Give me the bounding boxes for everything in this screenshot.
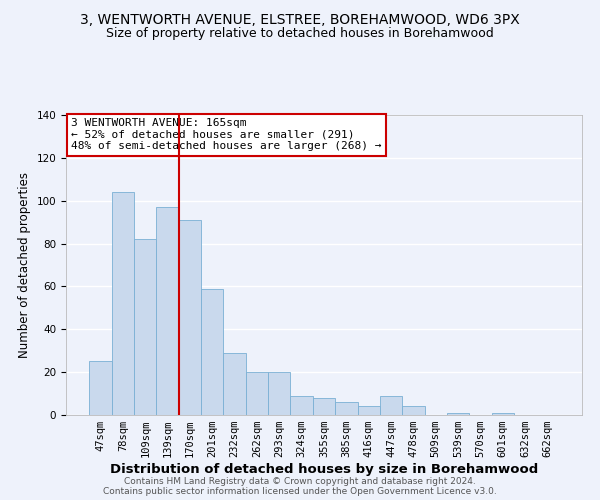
Bar: [402, 406, 425, 415]
Bar: [380, 396, 402, 415]
Bar: [268, 372, 290, 415]
Text: Contains HM Land Registry data © Crown copyright and database right 2024.: Contains HM Land Registry data © Crown c…: [124, 478, 476, 486]
Bar: [491, 413, 514, 415]
Bar: [447, 413, 469, 415]
Bar: [223, 353, 246, 415]
Bar: [112, 192, 134, 415]
Bar: [201, 288, 223, 415]
Bar: [335, 402, 358, 415]
Bar: [313, 398, 335, 415]
Y-axis label: Number of detached properties: Number of detached properties: [18, 172, 31, 358]
Bar: [358, 406, 380, 415]
Text: Size of property relative to detached houses in Borehamwood: Size of property relative to detached ho…: [106, 28, 494, 40]
Text: Contains public sector information licensed under the Open Government Licence v3: Contains public sector information licen…: [103, 488, 497, 496]
Text: 3 WENTWORTH AVENUE: 165sqm
← 52% of detached houses are smaller (291)
48% of sem: 3 WENTWORTH AVENUE: 165sqm ← 52% of deta…: [71, 118, 382, 151]
Bar: [179, 220, 201, 415]
X-axis label: Distribution of detached houses by size in Borehamwood: Distribution of detached houses by size …: [110, 463, 538, 476]
Bar: [246, 372, 268, 415]
Bar: [89, 362, 112, 415]
Text: 3, WENTWORTH AVENUE, ELSTREE, BOREHAMWOOD, WD6 3PX: 3, WENTWORTH AVENUE, ELSTREE, BOREHAMWOO…: [80, 12, 520, 26]
Bar: [290, 396, 313, 415]
Bar: [134, 240, 157, 415]
Bar: [157, 207, 179, 415]
